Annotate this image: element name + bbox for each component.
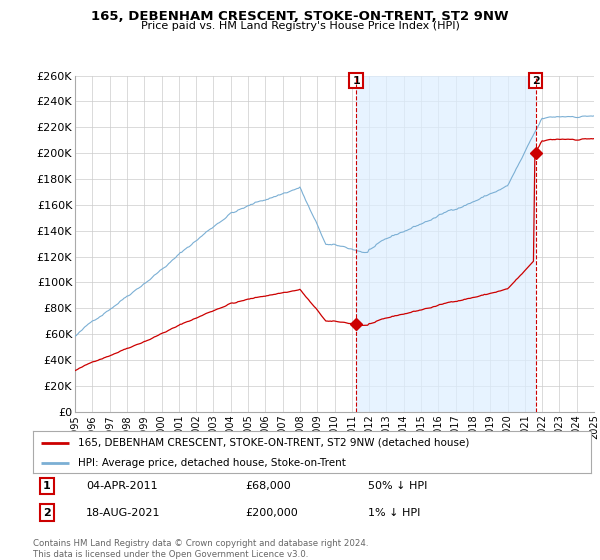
Text: 165, DEBENHAM CRESCENT, STOKE-ON-TRENT, ST2 9NW: 165, DEBENHAM CRESCENT, STOKE-ON-TRENT, … xyxy=(91,10,509,23)
Text: Price paid vs. HM Land Registry's House Price Index (HPI): Price paid vs. HM Land Registry's House … xyxy=(140,21,460,31)
Text: 165, DEBENHAM CRESCENT, STOKE-ON-TRENT, ST2 9NW (detached house): 165, DEBENHAM CRESCENT, STOKE-ON-TRENT, … xyxy=(77,438,469,448)
Text: 2: 2 xyxy=(43,507,51,517)
Bar xyxy=(356,76,536,412)
Text: 2: 2 xyxy=(532,76,539,86)
Text: £68,000: £68,000 xyxy=(245,481,291,491)
Text: £200,000: £200,000 xyxy=(245,507,298,517)
Text: 50% ↓ HPI: 50% ↓ HPI xyxy=(368,481,427,491)
Text: 1% ↓ HPI: 1% ↓ HPI xyxy=(368,507,420,517)
Text: 1: 1 xyxy=(352,76,360,86)
Text: 04-APR-2011: 04-APR-2011 xyxy=(86,481,158,491)
Text: 18-AUG-2021: 18-AUG-2021 xyxy=(86,507,161,517)
Text: Contains HM Land Registry data © Crown copyright and database right 2024.
This d: Contains HM Land Registry data © Crown c… xyxy=(33,539,368,559)
Text: 1: 1 xyxy=(43,481,51,491)
Text: HPI: Average price, detached house, Stoke-on-Trent: HPI: Average price, detached house, Stok… xyxy=(77,458,346,468)
